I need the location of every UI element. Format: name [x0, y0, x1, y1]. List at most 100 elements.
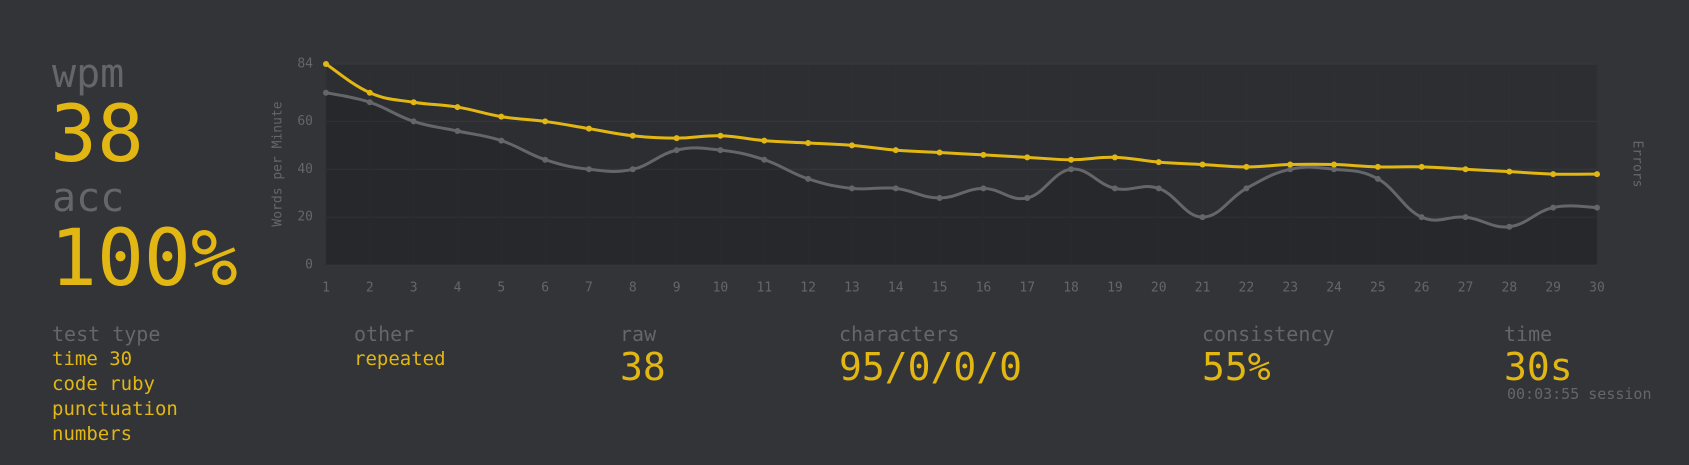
x-tick-label: 26 — [1414, 281, 1430, 296]
x-tick-label: 8 — [629, 281, 637, 296]
point — [1331, 161, 1338, 168]
point — [936, 195, 943, 201]
point — [1243, 185, 1250, 192]
x-tick-label: 11 — [756, 281, 772, 296]
point — [1199, 161, 1206, 168]
point — [848, 142, 855, 149]
point — [1199, 214, 1206, 221]
point — [1068, 156, 1075, 163]
point — [410, 118, 417, 125]
point — [892, 147, 899, 154]
detail-line: punctuation — [52, 398, 178, 420]
y-tick-label: 40 — [297, 162, 313, 177]
point — [585, 166, 592, 173]
point — [323, 89, 329, 96]
y-tick-label: 20 — [297, 210, 313, 225]
line — [325, 62, 1598, 176]
chart: Words per Minute Errors 0 20 40 60 84 1 2 3 4 5 6 7… — [271, 57, 1645, 296]
point — [585, 125, 592, 132]
point — [1024, 195, 1031, 201]
point — [1594, 204, 1600, 211]
point — [454, 128, 461, 134]
point — [1331, 166, 1338, 173]
x-tick-label: 5 — [497, 281, 505, 296]
point — [1287, 161, 1294, 168]
x-tick-label: 13 — [844, 281, 860, 296]
point — [1550, 204, 1557, 211]
x-tick-label: 14 — [888, 281, 904, 296]
point — [673, 147, 680, 154]
point — [1111, 185, 1118, 192]
point — [1287, 166, 1294, 173]
point — [1155, 185, 1162, 192]
point — [848, 185, 855, 192]
point — [892, 185, 899, 192]
y-axis-label: Words per Minute — [271, 101, 286, 226]
y-tick-label: 60 — [297, 114, 313, 129]
x-tick-label: 25 — [1370, 281, 1386, 296]
point — [629, 132, 636, 139]
point — [805, 139, 812, 146]
x-tick-label: 16 — [976, 281, 992, 296]
detail-label: characters — [839, 322, 960, 346]
x-tick-label: 6 — [541, 281, 549, 296]
x-tick-label: 4 — [454, 281, 462, 296]
point — [1374, 163, 1381, 170]
detail-label: other — [354, 322, 415, 346]
y2-axis-label: Errors — [1630, 141, 1645, 188]
point — [366, 89, 373, 96]
point — [980, 151, 987, 158]
point — [1506, 168, 1513, 175]
point — [542, 156, 549, 163]
point — [1462, 214, 1469, 221]
x-tick-label: 20 — [1151, 281, 1167, 296]
area — [326, 92, 1597, 265]
detail-label: time — [1504, 322, 1553, 346]
detail-label: test type — [52, 322, 161, 346]
point — [498, 137, 505, 144]
point — [1111, 154, 1118, 161]
x-tick-label: 30 — [1589, 281, 1605, 296]
x-tick-label: 28 — [1502, 281, 1518, 296]
detail-label: raw — [620, 322, 657, 346]
point — [454, 104, 461, 111]
x-tick-label: 24 — [1326, 281, 1342, 296]
point — [980, 185, 987, 192]
point — [1462, 166, 1469, 173]
detail-line: repeated — [354, 348, 446, 370]
point — [1024, 154, 1031, 161]
x-tick-label: 7 — [585, 281, 593, 296]
point — [1068, 166, 1075, 173]
point — [1243, 163, 1250, 170]
x-tick-label: 18 — [1063, 281, 1079, 296]
point — [542, 118, 549, 125]
x-tick-label: 10 — [713, 281, 729, 296]
y-tick-label: 0 — [305, 258, 313, 273]
point — [761, 156, 768, 163]
detail-value: 38 — [620, 345, 666, 389]
x-tick-label: 1 — [322, 281, 330, 296]
detail-value: 55% — [1202, 345, 1271, 389]
x-tick-label: 19 — [1107, 281, 1123, 296]
detail-note: 00:03:55 session — [1507, 385, 1652, 403]
point — [1418, 214, 1425, 221]
point — [498, 113, 505, 120]
point — [1155, 159, 1162, 166]
wpm-value: 38 — [50, 90, 144, 180]
point — [717, 132, 724, 139]
point — [761, 137, 768, 144]
detail-line: time 30 — [52, 348, 133, 370]
point — [1594, 171, 1600, 178]
detail-line: code ruby — [52, 373, 155, 395]
detail-line: numbers — [52, 423, 133, 445]
plot-background — [326, 64, 1597, 265]
line — [325, 91, 1598, 229]
x-tick-label: 27 — [1458, 281, 1474, 296]
point — [1550, 171, 1557, 178]
y-tick-label: 84 — [297, 57, 313, 72]
x-tick-label: 2 — [366, 281, 374, 296]
point — [936, 149, 943, 156]
detail-label: consistency — [1202, 322, 1335, 346]
x-tick-label: 3 — [410, 281, 418, 296]
point — [323, 61, 329, 67]
